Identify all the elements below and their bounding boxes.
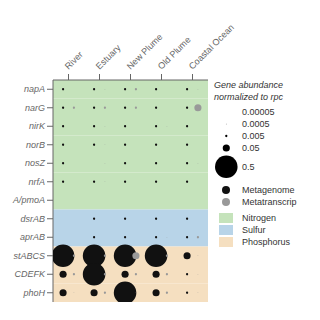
svg-text:norB: norB	[26, 140, 45, 150]
svg-text:dsrAB: dsrAB	[20, 214, 45, 224]
html-text:0.5: 0.5	[242, 162, 255, 173]
svg-text:napA: napA	[24, 84, 45, 94]
svg-text:Old Plume: Old Plume	[155, 34, 193, 72]
svg-text:aprAB: aprAB	[20, 232, 45, 242]
svg-text:nosZ: nosZ	[25, 158, 46, 168]
svg-text:nirK: nirK	[29, 121, 46, 131]
svg-text:CDEFK: CDEFK	[14, 269, 45, 279]
svg-text:phoH: phoH	[22, 288, 45, 298]
html-text:Sulfur: Sulfur	[242, 224, 266, 235]
html-text:0.0005: 0.0005	[242, 119, 270, 130]
html-text:Gene abundance normalized to r: Gene abundance normalized to rpc	[214, 80, 284, 102]
svg-text:Coastal Ocean: Coastal Ocean	[187, 22, 236, 71]
html-text:Phosphorus: Phosphorus	[242, 236, 290, 247]
svg-text:River: River	[63, 49, 85, 71]
svg-text:narG: narG	[25, 103, 45, 113]
svg-text:New Plume: New Plume	[124, 31, 165, 72]
html-text:Nitrogen: Nitrogen	[242, 212, 276, 223]
html-text:0.005: 0.005	[242, 131, 265, 142]
svg-text:A/pmoA: A/pmoA	[12, 195, 45, 205]
html-text:0.00005: 0.00005	[242, 107, 275, 118]
html-text:0.05: 0.05	[242, 143, 260, 154]
svg-text:stABCS: stABCS	[13, 251, 45, 261]
html-text:Metatranscrip: Metatranscrip	[242, 196, 297, 207]
html-text:Metagenome: Metagenome	[242, 184, 295, 195]
svg-text:Estuary: Estuary	[94, 42, 123, 71]
svg-text:nrfA: nrfA	[28, 177, 45, 187]
